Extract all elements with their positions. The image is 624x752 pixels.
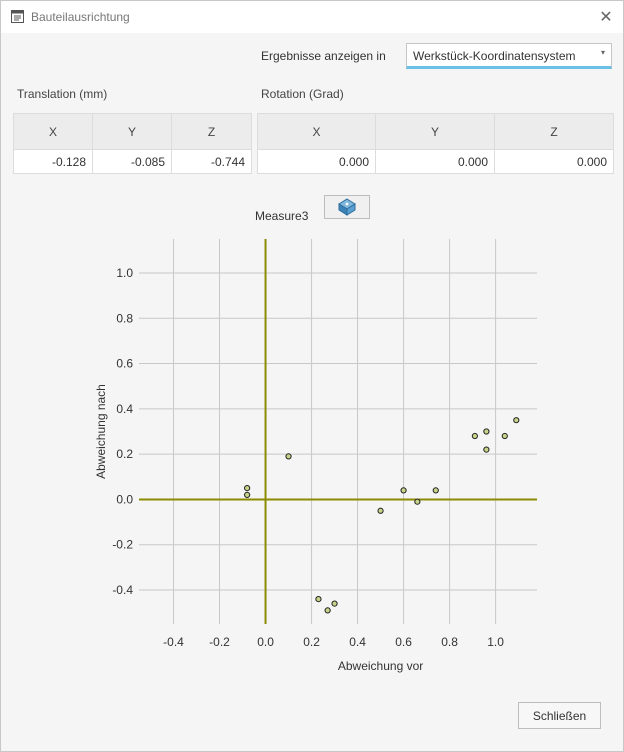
data-point [324, 607, 331, 614]
data-point [513, 417, 520, 424]
translation-value-z: -0.744 [171, 149, 252, 174]
x-tick-label: 0.4 [349, 635, 366, 649]
translation-header-y: Y [92, 113, 172, 150]
chevron-down-icon: ▾ [600, 48, 605, 57]
x-tick-label: 0.2 [303, 635, 320, 649]
window-title: Bauteilausrichtung [31, 10, 130, 24]
translation-value-x: -0.128 [13, 149, 93, 174]
x-axis-label: Abweichung vor [338, 659, 423, 673]
y-tick-label: 1.0 [116, 266, 133, 280]
y-tick-label: 0.8 [116, 311, 133, 325]
measure-label: Measure3 [255, 209, 309, 223]
dropdown-value: Werkstück-Koordinatensystem [413, 49, 576, 63]
x-tick-label: 0.8 [441, 635, 458, 649]
rotation-header-z: Z [494, 113, 614, 150]
data-point [331, 600, 338, 607]
data-point [483, 428, 490, 435]
y-tick-label: 0.0 [116, 492, 133, 506]
data-point [414, 498, 421, 505]
x-tick-label: 1.0 [487, 635, 504, 649]
y-tick-label: -0.2 [112, 538, 133, 552]
data-point [483, 446, 490, 453]
rotation-table: X Y Z 0.000 0.000 0.000 [257, 113, 614, 174]
y-tick-label: -0.4 [112, 583, 133, 597]
y-tick-label: 0.4 [116, 402, 133, 416]
translation-value-y: -0.085 [92, 149, 172, 174]
data-point [377, 507, 384, 514]
translation-table: X Y Z -0.128 -0.085 -0.744 [13, 113, 252, 174]
data-point [315, 595, 322, 603]
coordinate-system-dropdown[interactable]: Werkstück-Koordinatensystem ▾ [406, 43, 612, 69]
title-bar: Bauteilausrichtung ✕ [1, 1, 623, 33]
y-tick-label: 0.6 [116, 357, 133, 371]
data-point [244, 491, 251, 499]
x-tick-label: -0.2 [209, 635, 230, 649]
x-tick-label: 0.6 [395, 635, 412, 649]
scatter-plot: -0.4 -0.2 0.0 0.2 0.4 0.6 0.8 1.0 -0.4 -0.2 0.0 0.2… [94, 239, 537, 673]
y-tick-label: 0.2 [116, 447, 133, 461]
app-icon [11, 10, 24, 23]
y-axis-label: Abweichung nach [94, 384, 108, 479]
rotation-value-x: 0.000 [257, 149, 376, 174]
close-button[interactable]: Schließen [518, 702, 601, 729]
rotation-label: Rotation (Grad) [261, 87, 344, 101]
data-point [501, 432, 508, 440]
data-point [471, 432, 478, 440]
close-icon[interactable]: ✕ [599, 9, 613, 26]
measure-icon [338, 198, 356, 216]
rotation-header-x: X [257, 113, 376, 150]
x-tick-label: -0.4 [163, 635, 184, 649]
data-point [400, 487, 407, 494]
rotation-value-y: 0.000 [375, 149, 495, 174]
x-tick-label: 0.0 [257, 635, 274, 649]
rotation-header-y: Y [375, 113, 495, 150]
data-point [244, 485, 251, 492]
results-label: Ergebnisse anzeigen in [261, 49, 386, 63]
translation-label: Translation (mm) [17, 87, 108, 101]
data-point [432, 487, 439, 494]
data-point [285, 453, 292, 460]
translation-header-z: Z [171, 113, 252, 150]
measure-button[interactable] [324, 195, 370, 219]
rotation-value-z: 0.000 [494, 149, 614, 174]
translation-header-x: X [13, 113, 93, 150]
